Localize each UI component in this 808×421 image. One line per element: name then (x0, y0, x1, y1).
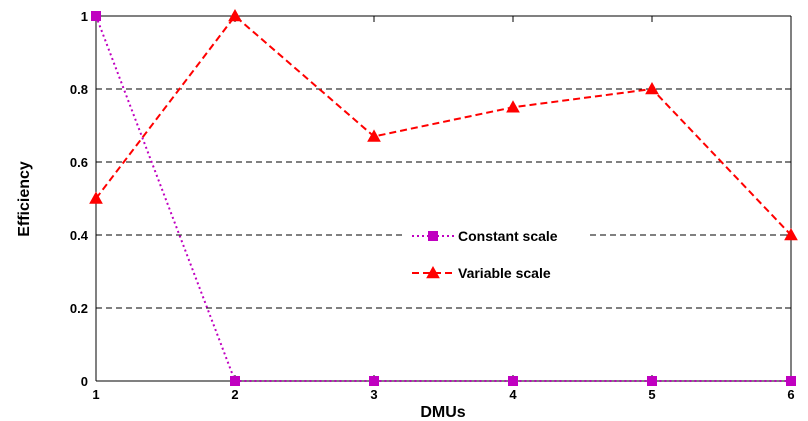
data-point-constant-scale (91, 11, 101, 21)
data-point-variable-scale (228, 8, 242, 22)
x-tick-label: 3 (370, 387, 377, 402)
x-axis-title: DMUs (420, 404, 465, 421)
data-point-variable-scale (645, 81, 659, 95)
x-tick-label: 1 (92, 387, 99, 402)
y-tick-label: 0.8 (70, 82, 88, 97)
data-point-variable-scale (506, 100, 520, 113)
y-tick-label: 1 (81, 9, 88, 24)
data-point-constant-scale (786, 376, 796, 386)
legend-label-constant-scale: Constant scale (458, 228, 558, 244)
data-point-variable-scale (784, 227, 798, 241)
x-tick-label: 2 (231, 387, 238, 402)
data-point-variable-scale (89, 191, 103, 204)
legend-label-variable-scale: Variable scale (458, 265, 551, 281)
series-line-constant-scale (95, 15, 791, 382)
data-point-variable-scale (367, 129, 381, 142)
data-point-constant-scale (508, 376, 518, 386)
y-tick-label: 0 (81, 374, 88, 389)
y-axis-title: Efficiency (16, 161, 33, 237)
series-layer (89, 8, 798, 386)
x-tick-label: 6 (787, 387, 794, 402)
y-tick-label: 0.6 (70, 155, 88, 170)
x-tick-label: 5 (648, 387, 655, 402)
x-tick-label: 4 (509, 387, 517, 402)
grid-layer (96, 88, 791, 309)
data-point-constant-scale (230, 376, 240, 386)
axes-layer: 0 0.2 0.4 0.6 0.8 1 1 2 3 4 5 6 (70, 9, 795, 402)
legend-marker-variable-scale (426, 265, 440, 279)
y-tick-label: 0.4 (70, 228, 89, 243)
data-point-constant-scale (369, 376, 379, 386)
data-point-constant-scale (647, 376, 657, 386)
y-tick-label: 0.2 (70, 301, 88, 316)
legend-marker-constant-scale (428, 231, 438, 241)
series-line-variable-scale (95, 14, 792, 236)
legend: Constant scale Variable scale (412, 228, 558, 281)
